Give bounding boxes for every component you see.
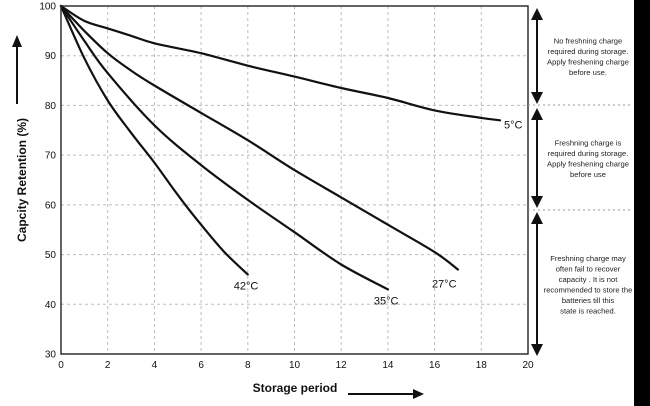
zone-separators [528, 104, 632, 211]
series-label-1: 27°C [432, 278, 457, 290]
y-tick-label: 30 [45, 350, 57, 361]
zone-arrow-2 [531, 108, 543, 208]
plot-frame [60, 5, 529, 355]
y-tick-label: 40 [45, 300, 57, 311]
x-axis-arrow [348, 389, 424, 399]
zone-notes: No freshning charge required during stora… [544, 36, 633, 315]
y-tick-label: 60 [45, 200, 57, 211]
x-tick-label: 12 [336, 360, 348, 371]
series-line-3 [59, 4, 249, 276]
y-tick-label: 100 [39, 2, 56, 13]
x-axis-label: Storage period [253, 381, 338, 395]
zone-note-1: Freshning charge is required during stora… [547, 138, 629, 179]
y-axis-arrow [12, 35, 22, 104]
y-tick-label: 70 [45, 151, 57, 162]
y-axis-label: Capcity Retention (%) [15, 118, 29, 242]
right-edge-bar [634, 0, 650, 406]
series-label-0: 5°C [504, 119, 523, 131]
curve-labels: 5°C 27°C 35°C 42°C [234, 119, 523, 307]
zone-note-0: No freshning charge required during stora… [547, 36, 629, 77]
x-tick-label: 16 [429, 360, 441, 371]
zone-arrow-3 [531, 212, 543, 356]
zone-note-2: Freshning charge may often fail to recove… [544, 254, 633, 316]
x-tick-label: 4 [152, 360, 158, 371]
x-tick-label: 2 [105, 360, 111, 371]
x-tick-label: 6 [198, 360, 204, 371]
series-label-2: 35°C [374, 295, 399, 307]
series-line-0 [59, 4, 502, 122]
y-tick-label: 50 [45, 250, 57, 261]
series-line-1 [59, 4, 459, 271]
series-line-2 [59, 4, 389, 291]
zone-arrow-1 [531, 8, 543, 104]
zone-arrows [531, 8, 543, 356]
tick-labels: 0 2 4 6 8 10 12 14 16 18 20 30 40 50 60 70 80 90 100 [39, 2, 534, 372]
x-tick-label: 8 [245, 360, 251, 371]
series-label-3: 42°C [234, 280, 259, 292]
x-tick-label: 0 [58, 360, 64, 371]
x-tick-label: 18 [476, 360, 488, 371]
x-tick-label: 14 [382, 360, 394, 371]
x-tick-label: 20 [522, 360, 534, 371]
y-tick-label: 80 [45, 101, 57, 112]
y-tick-label: 90 [45, 51, 57, 62]
x-tick-label: 10 [289, 360, 301, 371]
data-series [59, 4, 502, 291]
grid-lines [61, 6, 528, 354]
